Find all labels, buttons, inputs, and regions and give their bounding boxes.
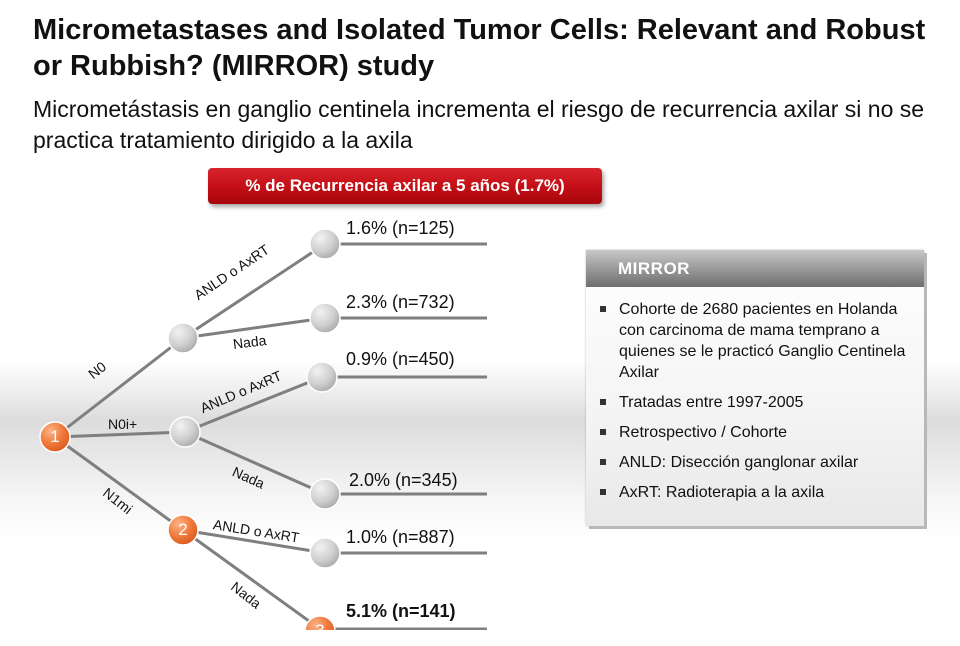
outcome-n0i-none: 2.0% (n=345) (349, 470, 458, 490)
leaf-node (309, 478, 341, 510)
mirror-info-panel: MIRROR Cohorte de 2680 pacientes en Hola… (586, 250, 924, 526)
branch-label-n0i: N0i+ (108, 416, 138, 432)
panel-title: MIRROR (586, 250, 924, 287)
outcome-n1mi-none: 5.1% (n=141) (346, 601, 456, 621)
n0-node (167, 322, 199, 354)
panel-bullet: Cohorte de 2680 pacientes en Holanda con… (600, 299, 912, 383)
leaf-node (309, 537, 341, 569)
panel-bullet: Tratadas entre 1997-2005 (600, 392, 912, 413)
decision-tree (39, 228, 487, 630)
highlight-node-number: 3 (315, 621, 325, 640)
panel-bullet-list: Cohorte de 2680 pacientes en Holanda con… (586, 287, 924, 503)
slide-subtitle: Micrometástasis en ganglio centinela inc… (33, 96, 925, 153)
outcome-n0-treated: 1.6% (n=125) (346, 218, 455, 238)
n1mi-node-number: 2 (178, 520, 188, 539)
n1mi-node (167, 514, 199, 546)
recurrence-banner: % de Recurrencia axilar a 5 años (1.7%) (208, 168, 602, 204)
leaf-node (306, 361, 338, 393)
outcome-n0i-treated: 0.9% (n=450) (346, 349, 455, 369)
tree-edges (54, 242, 487, 630)
outcome-n1mi-treated: 1.0% (n=887) (346, 527, 455, 547)
panel-bullet: ANLD: Disección ganglonar axilar (600, 452, 912, 473)
panel-bullet: AxRT: Radioterapia a la axila (600, 482, 912, 503)
root-node (39, 421, 71, 453)
tree-nodes (39, 228, 341, 630)
highlight-node (304, 615, 336, 630)
slide-title: Micrometastases and Isolated Tumor Cells… (33, 14, 926, 82)
panel-bullet: Retrospectivo / Cohorte (600, 422, 912, 443)
root-node-number: 1 (50, 427, 60, 446)
outcome-n0-none: 2.3% (n=732) (346, 292, 455, 312)
n0i-node (169, 416, 201, 448)
leaf-node (309, 302, 341, 334)
leaf-node (309, 228, 341, 260)
